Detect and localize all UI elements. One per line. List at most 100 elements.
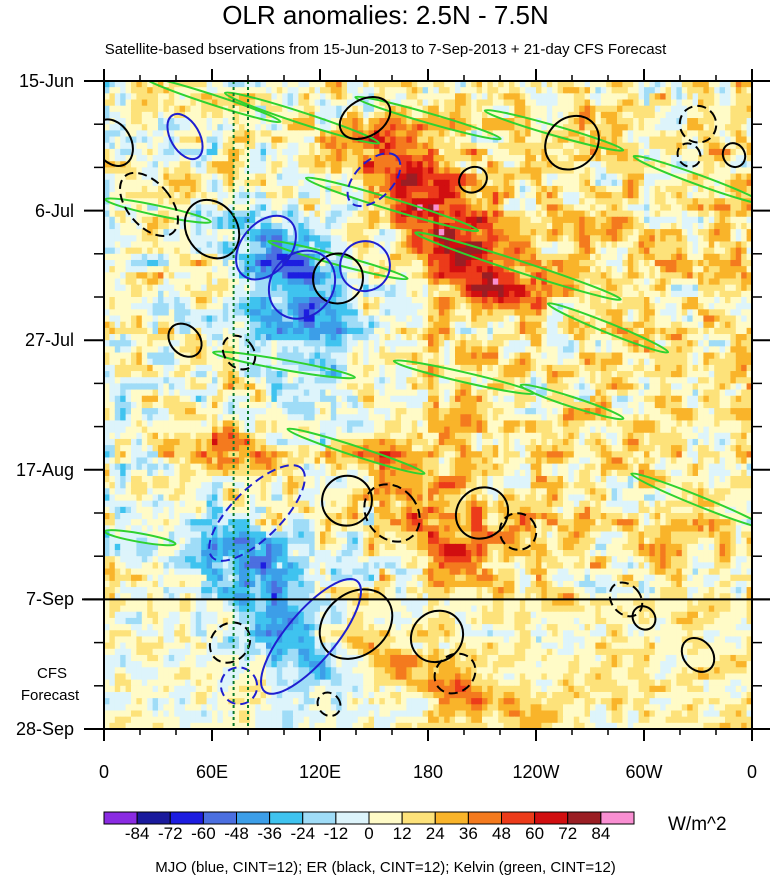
anomaly-cell [125, 161, 132, 168]
anomaly-cell [438, 315, 445, 323]
anomaly-cell [503, 99, 510, 107]
anomaly-cell [185, 253, 191, 261]
anomaly-cell [573, 259, 580, 267]
anomaly-cell [411, 118, 418, 125]
anomaly-cell [746, 118, 752, 125]
anomaly-cell [746, 130, 752, 138]
anomaly-cell [314, 124, 321, 131]
anomaly-cell [568, 204, 575, 212]
anomaly-cell [298, 210, 305, 218]
anomaly-cell [298, 118, 305, 125]
anomaly-cell [714, 321, 721, 329]
anomaly-cell [665, 259, 672, 267]
anomaly-cell [276, 81, 283, 88]
anomaly-cell [212, 272, 218, 280]
anomaly-cell [644, 290, 650, 298]
anomaly-cell [698, 284, 704, 292]
anomaly-cell [519, 321, 526, 329]
anomaly-cell [266, 142, 272, 150]
anomaly-cell [671, 290, 677, 298]
anomaly-cell [438, 155, 445, 162]
anomaly-cell [665, 315, 672, 323]
anomaly-cell [455, 334, 461, 341]
anomaly-cell [557, 204, 564, 212]
anomaly-cell [746, 241, 752, 249]
anomaly-cell [168, 130, 175, 138]
anomaly-cell [428, 130, 434, 138]
anomaly-cell [125, 81, 132, 88]
anomaly-cell [222, 222, 229, 230]
anomaly-cell [201, 272, 208, 280]
anomaly-cell [147, 216, 154, 224]
anomaly-cell [552, 185, 559, 193]
anomaly-cell [606, 185, 613, 193]
anomaly-cell [120, 192, 127, 199]
anomaly-cell [633, 99, 640, 107]
anomaly-cell [530, 161, 537, 168]
anomaly-cell [455, 198, 461, 206]
anomaly-cell [222, 87, 229, 94]
anomaly-cell [374, 161, 380, 168]
anomaly-cell [212, 334, 218, 341]
anomaly-cell [633, 216, 640, 224]
anomaly-cell [579, 266, 586, 273]
anomaly-cell [411, 81, 418, 88]
anomaly-cell [519, 198, 526, 206]
anomaly-cell [379, 179, 386, 187]
anomaly-cell [233, 167, 240, 175]
anomaly-cell [255, 99, 262, 107]
anomaly-cell [444, 136, 451, 144]
anomaly-cell [492, 272, 499, 280]
anomaly-cell [206, 93, 213, 101]
anomaly-cell [676, 266, 683, 273]
anomaly-cell [735, 297, 742, 304]
anomaly-cell [676, 81, 683, 88]
anomaly-cell [325, 161, 332, 168]
anomaly-cell [141, 204, 148, 212]
anomaly-cell [546, 235, 553, 243]
anomaly-cell [212, 173, 218, 181]
anomaly-cell [627, 303, 634, 310]
anomaly-cell [541, 241, 548, 249]
anomaly-cell [444, 241, 451, 249]
anomaly-cell [681, 124, 688, 131]
anomaly-cell [411, 136, 418, 144]
anomaly-cell [676, 309, 683, 317]
anomaly-cell [168, 142, 175, 150]
anomaly-cell [606, 290, 613, 298]
anomaly-cell [676, 204, 683, 212]
anomaly-cell [584, 253, 591, 261]
anomaly-cell [287, 272, 294, 280]
anomaly-cell [352, 179, 359, 187]
anomaly-cell [590, 272, 596, 280]
anomaly-cell [152, 185, 159, 193]
anomaly-cell [212, 303, 218, 310]
anomaly-cell [330, 241, 337, 249]
anomaly-cell [228, 272, 235, 280]
anomaly-cell [509, 235, 515, 243]
anomaly-cell [271, 142, 278, 150]
anomaly-cell [104, 222, 110, 230]
anomaly-cell [676, 253, 683, 261]
anomaly-cell [357, 87, 364, 94]
anomaly-cell [206, 284, 213, 292]
anomaly-cell [147, 297, 154, 304]
anomaly-cell [568, 290, 575, 298]
anomaly-cell [438, 278, 445, 286]
anomaly-cell [654, 297, 661, 304]
anomaly-cell [627, 136, 634, 144]
anomaly-cell [438, 259, 445, 267]
anomaly-cell [665, 148, 672, 156]
anomaly-cell [692, 185, 699, 193]
anomaly-cell [536, 87, 542, 94]
anomaly-cell [330, 81, 337, 88]
anomaly-cell [573, 148, 580, 156]
anomaly-cell [730, 87, 737, 94]
anomaly-cell [676, 327, 683, 335]
anomaly-cell [487, 136, 494, 144]
anomaly-cell [568, 155, 575, 162]
anomaly-cell [698, 272, 704, 280]
anomaly-cell [541, 87, 548, 94]
anomaly-cell [471, 284, 478, 292]
anomaly-cell [514, 136, 521, 144]
